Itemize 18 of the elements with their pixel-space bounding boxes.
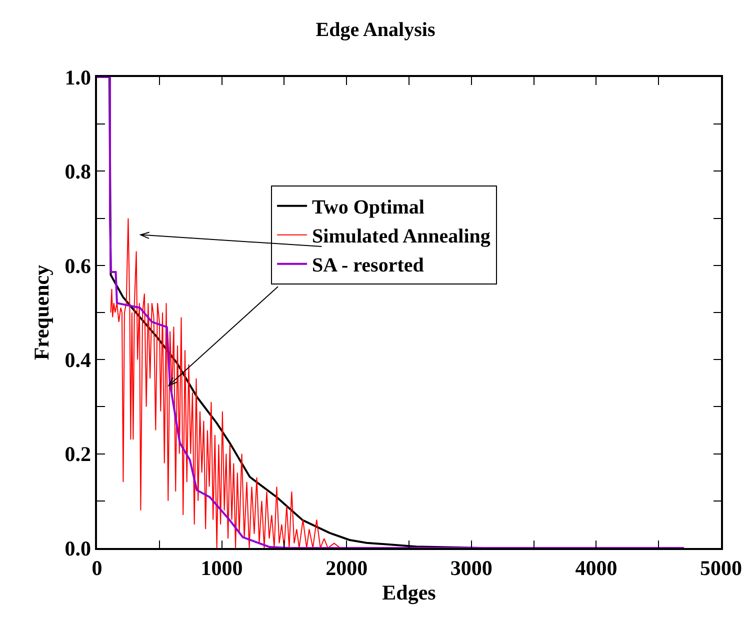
y-axis-title: Frequency — [29, 264, 54, 360]
x-tick-label: 4000 — [575, 556, 618, 580]
y-tick-label: 0.2 — [64, 442, 92, 466]
y-tick-label: 0.0 — [64, 536, 92, 560]
y-tick-label: 0.4 — [64, 348, 92, 372]
legend-label: Two Optimal — [312, 196, 425, 219]
legend-label: Simulated Annealing — [312, 226, 490, 248]
y-tick-label: 1.0 — [64, 65, 92, 90]
y-tick-label: 0.6 — [64, 254, 92, 278]
x-tick-label: 0 — [92, 556, 102, 580]
legend-label: SA - resorted — [312, 254, 424, 277]
x-axis-title: Edges — [382, 580, 436, 605]
x-tick-label: 2000 — [326, 556, 368, 580]
x-tick-label: 5000 — [700, 556, 742, 580]
x-tick-label: 3000 — [450, 556, 492, 580]
x-tick-label: 1000 — [200, 556, 243, 580]
chart-title: Edge Analysis — [316, 18, 436, 41]
y-tick-label: 0.8 — [64, 160, 92, 184]
